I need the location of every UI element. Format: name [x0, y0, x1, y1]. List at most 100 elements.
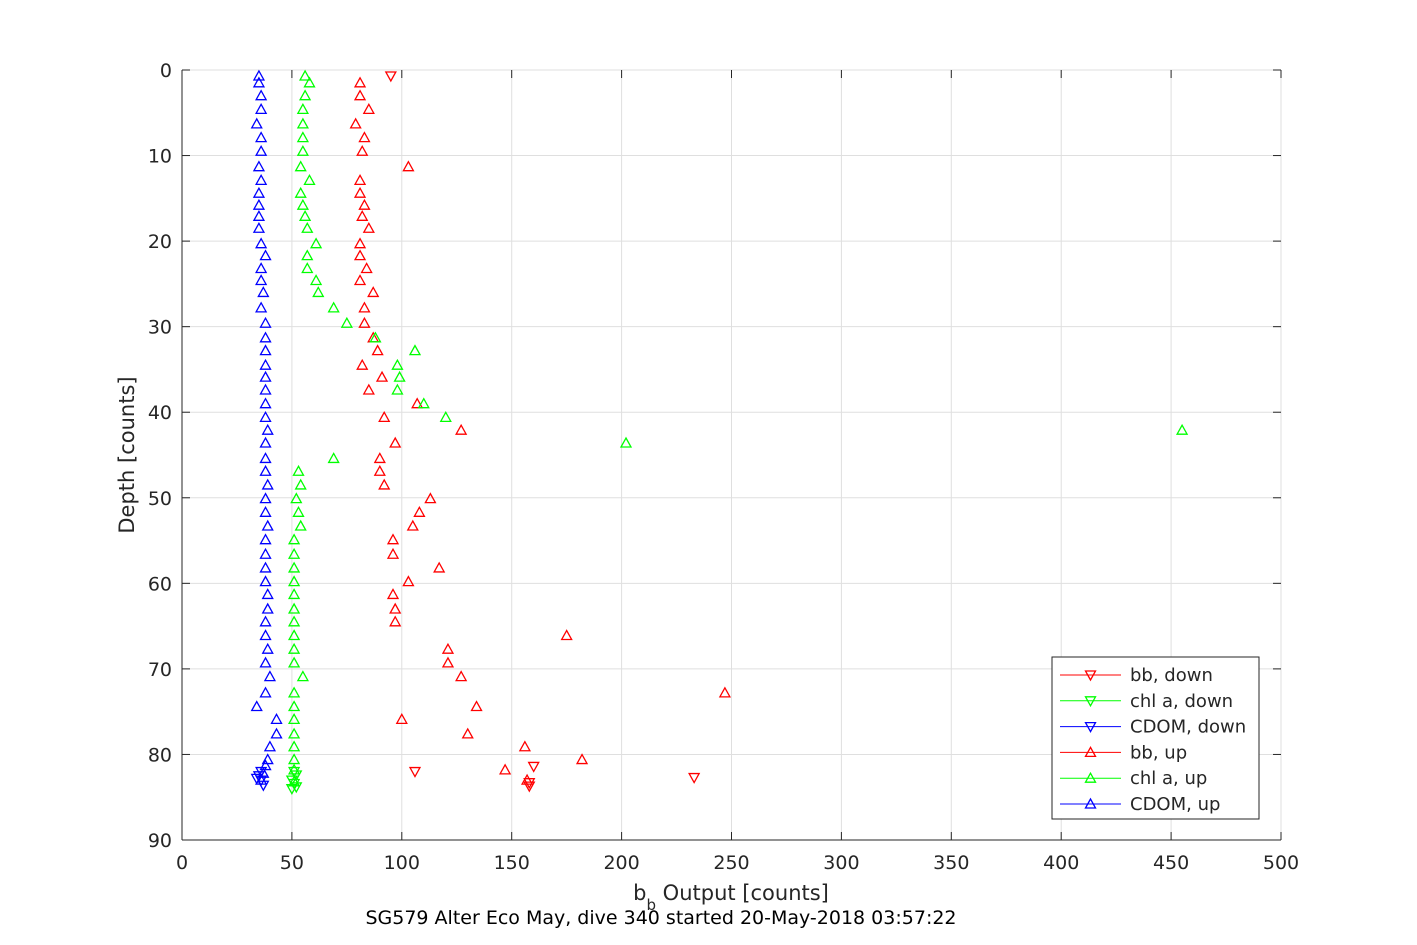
x-tick-label: 250 [713, 852, 749, 874]
data-point [413, 505, 426, 517]
data-point [259, 686, 272, 698]
data-point [353, 186, 367, 198]
data-point [393, 370, 406, 382]
series-bb-up [349, 76, 732, 785]
data-point [349, 117, 362, 129]
data-point [259, 464, 272, 476]
data-point [358, 301, 371, 313]
data-point [358, 198, 371, 210]
data-point [386, 533, 400, 545]
data-point [378, 478, 391, 490]
data-point [518, 740, 531, 752]
x-axis-label: bb Output [counts] [633, 881, 829, 914]
data-point [292, 464, 305, 476]
data-point [263, 670, 277, 682]
data-point [389, 436, 402, 448]
data-point [362, 221, 375, 233]
data-point [259, 533, 272, 545]
data-point [327, 301, 340, 313]
data-point [252, 221, 266, 233]
legend-entries: bb, down chl a, down CDOM, down bb, up chl a… [1060, 665, 1246, 815]
data-point [296, 198, 309, 210]
data-point [353, 274, 367, 286]
data-point [261, 642, 274, 654]
data-point [294, 160, 307, 172]
data-point [259, 759, 272, 771]
data-point [252, 198, 266, 210]
legend-entry: CDOM, down [1060, 717, 1246, 738]
data-point [358, 131, 371, 143]
data-point [259, 505, 272, 517]
data-point [455, 670, 468, 682]
data-point [285, 784, 299, 796]
data-point [252, 160, 266, 172]
legend-label: chl a, down [1130, 691, 1233, 712]
data-point [688, 772, 701, 784]
data-point [255, 237, 268, 249]
legend-marker [1084, 746, 1097, 758]
y-tick-label: 0 [160, 60, 172, 82]
data-point [287, 713, 301, 725]
legend-box [1051, 656, 1260, 820]
legend-entry: CDOM, up [1060, 794, 1220, 815]
data-point [296, 670, 309, 682]
data-point [560, 629, 573, 641]
data-point [287, 602, 301, 614]
y-tick-label: 50 [148, 488, 172, 510]
data-point [259, 249, 272, 261]
legend-entry: chl a, up [1060, 768, 1207, 789]
data-point [391, 383, 404, 395]
data-point [373, 464, 386, 476]
y-tick-label: 80 [148, 744, 172, 766]
data-point [470, 700, 483, 712]
data-point [309, 237, 323, 249]
data-point [252, 76, 266, 88]
legend-marker [1084, 771, 1097, 783]
data-point [294, 519, 307, 531]
data-point [259, 411, 272, 423]
data-point [408, 344, 422, 356]
data-point [270, 713, 283, 725]
data-point [261, 602, 274, 614]
data-point [395, 713, 408, 725]
data-point [303, 174, 316, 186]
data-point [353, 237, 367, 249]
data-point [389, 602, 402, 614]
data-point [619, 436, 633, 448]
data-point [296, 103, 309, 115]
y-tick-label: 90 [148, 830, 172, 852]
data-point [301, 262, 314, 274]
series-bb-down [384, 71, 701, 793]
data-point [296, 117, 309, 129]
data-point [406, 519, 419, 531]
data-point [353, 76, 367, 88]
data-point [259, 452, 272, 464]
data-point [259, 547, 272, 559]
data-point [259, 436, 272, 448]
data-point [301, 249, 314, 261]
data-point [259, 397, 272, 409]
data-point [255, 174, 268, 186]
data-point [353, 89, 367, 101]
series-chl-a-down [285, 766, 303, 796]
data-point [356, 358, 369, 370]
data-point [287, 642, 301, 654]
data-point [259, 656, 272, 668]
data-point [287, 588, 301, 600]
data-point [439, 411, 452, 423]
y-tick-label: 20 [148, 231, 172, 253]
data-point [360, 262, 373, 274]
data-point [340, 316, 353, 328]
data-point [287, 775, 301, 787]
data-point [290, 492, 303, 504]
data-point [259, 331, 272, 343]
data-point [287, 575, 301, 587]
legend-label: CDOM, up [1130, 794, 1220, 815]
legend-marker [1084, 696, 1097, 708]
data-point [499, 763, 512, 775]
data-point [298, 209, 312, 221]
legend-marker [1084, 670, 1097, 682]
x-tick-label: 450 [1153, 852, 1189, 874]
data-point [287, 686, 301, 698]
data-point [402, 575, 415, 587]
